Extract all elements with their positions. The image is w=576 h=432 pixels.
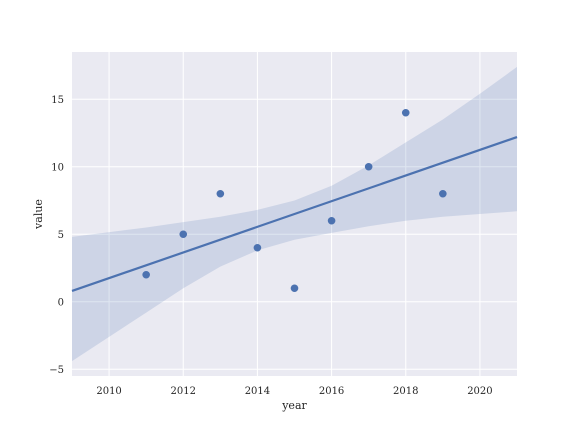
- data-point-2014: [253, 243, 262, 252]
- data-point-2017: [364, 162, 373, 171]
- x-tick-label-2012: 2012: [171, 386, 196, 397]
- y-tick-label-5: 5: [58, 230, 64, 241]
- y-axis-label: value: [32, 199, 45, 230]
- regression-line: [71, 136, 518, 292]
- x-tick-labels: 2010 2012 2014 2016 2018 2020: [96, 386, 492, 397]
- y-tick-label--5: −5: [49, 365, 64, 376]
- y-tick-labels: −5 0 5 10 15: [49, 95, 64, 376]
- x-tick-label-2020: 2020: [467, 386, 492, 397]
- data-point-2011: [142, 270, 150, 279]
- x-tick-label-2016: 2016: [319, 386, 344, 397]
- data-point-2013: [216, 189, 225, 198]
- data-point-2012: [179, 230, 188, 239]
- x-tick-label-2014: 2014: [245, 386, 270, 397]
- x-axis-label: year: [281, 399, 307, 412]
- y-tick-label-10: 10: [51, 162, 64, 173]
- x-tick-label-2018: 2018: [393, 386, 418, 397]
- data-point-2018: [401, 108, 410, 117]
- data-point-2019: [439, 189, 447, 198]
- data-point-2015: [290, 284, 299, 293]
- x-tick-label-2010: 2010: [96, 386, 121, 397]
- data-point-2016: [327, 216, 336, 225]
- grid-lines: [72, 52, 517, 376]
- y-tick-label-15: 15: [51, 95, 64, 106]
- regression-line-group: [71, 136, 518, 292]
- y-tick-label-0: 0: [58, 297, 64, 308]
- scatter-points: [142, 108, 447, 293]
